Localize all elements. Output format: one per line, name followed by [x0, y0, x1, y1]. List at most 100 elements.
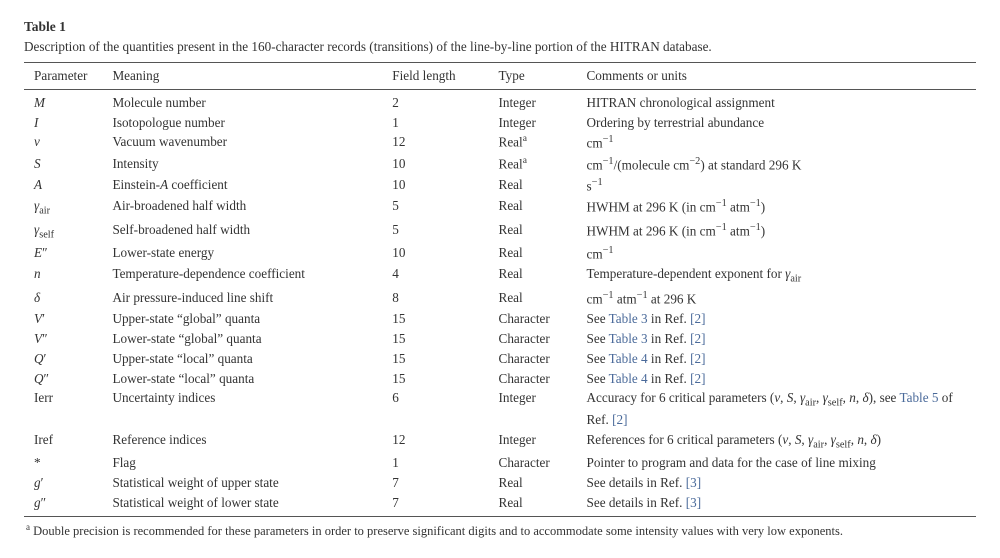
cell-meaning: Statistical weight of lower state — [112, 493, 392, 516]
cell-type: Real — [499, 220, 587, 244]
cell-type: Real — [499, 473, 587, 493]
table-row: IIsotopologue number1IntegerOrdering by … — [24, 113, 976, 133]
cell-comment: See Table 4 in Ref. [2] — [587, 349, 977, 369]
cell-type: Real — [499, 175, 587, 196]
table-row: δAir pressure-induced line shift8Realcm−… — [24, 288, 976, 309]
cell-meaning: Lower-state “local” quanta — [112, 369, 392, 389]
table-row: nTemperature-dependence coefficient4Real… — [24, 264, 976, 288]
cell-comment: HWHM at 296 K (in cm−1 atm−1) — [587, 220, 977, 244]
cell-field-length: 15 — [392, 369, 498, 389]
cell-type: Real — [499, 288, 587, 309]
cell-meaning: Temperature-dependence coefficient — [112, 264, 392, 288]
cell-parameter: Iref — [24, 430, 112, 454]
table-footnote: a Double precision is recommended for th… — [24, 517, 976, 540]
cell-comment: Ordering by terrestrial abundance — [587, 113, 977, 133]
cell-comment: Pointer to program and data for the case… — [587, 453, 977, 473]
cell-comment: Temperature-dependent exponent for γair — [587, 264, 977, 288]
cell-type: Integer — [499, 388, 587, 429]
cell-type: Real — [499, 243, 587, 264]
cell-type: Integer — [499, 113, 587, 133]
cell-field-length: 1 — [392, 453, 498, 473]
cell-parameter: g′ — [24, 473, 112, 493]
cell-parameter: Q″ — [24, 369, 112, 389]
cell-field-length: 15 — [392, 349, 498, 369]
cell-field-length: 12 — [392, 430, 498, 454]
cell-comment: HITRAN chronological assignment — [587, 89, 977, 112]
cell-field-length: 10 — [392, 243, 498, 264]
table-row: IrefReference indices12IntegerReferences… — [24, 430, 976, 454]
cell-type: Real — [499, 493, 587, 516]
cell-field-length: 5 — [392, 196, 498, 220]
cell-type: Character — [499, 329, 587, 349]
cell-parameter: Ierr — [24, 388, 112, 429]
cell-meaning: Reference indices — [112, 430, 392, 454]
cell-meaning: Statistical weight of upper state — [112, 473, 392, 493]
cell-type: Real — [499, 264, 587, 288]
cell-parameter: Q′ — [24, 349, 112, 369]
table-row: V″Lower-state “global” quanta15Character… — [24, 329, 976, 349]
table-label: Table 1 — [24, 18, 976, 36]
table-row: νVacuum wavenumber12Realacm−1 — [24, 132, 976, 153]
cell-meaning: Air pressure-induced line shift — [112, 288, 392, 309]
cell-type: Integer — [499, 89, 587, 112]
cell-parameter: V′ — [24, 309, 112, 329]
cell-parameter: I — [24, 113, 112, 133]
table-row: MMolecule number2IntegerHITRAN chronolog… — [24, 89, 976, 112]
table-row: *Flag1CharacterPointer to program and da… — [24, 453, 976, 473]
cell-comment: References for 6 critical parameters (ν,… — [587, 430, 977, 454]
cell-parameter: n — [24, 264, 112, 288]
cell-meaning: Lower-state energy — [112, 243, 392, 264]
table-caption: Description of the quantities present in… — [24, 38, 976, 56]
col-header-comments: Comments or units — [587, 63, 977, 90]
cell-meaning: Lower-state “global” quanta — [112, 329, 392, 349]
col-header-field-length: Field length — [392, 63, 498, 90]
table-row: γselfSelf-broadened half width5RealHWHM … — [24, 220, 976, 244]
col-header-type: Type — [499, 63, 587, 90]
cell-type: Integer — [499, 430, 587, 454]
cell-field-length: 10 — [392, 175, 498, 196]
cell-parameter: γair — [24, 196, 112, 220]
table-row: SIntensity10Realacm−1/(molecule cm−2) at… — [24, 154, 976, 175]
cell-type: Character — [499, 349, 587, 369]
cell-meaning: Vacuum wavenumber — [112, 132, 392, 153]
cell-field-length: 15 — [392, 329, 498, 349]
table-body: MMolecule number2IntegerHITRAN chronolog… — [24, 89, 976, 516]
cell-comment: HWHM at 296 K (in cm−1 atm−1) — [587, 196, 977, 220]
table-row: V′Upper-state “global” quanta15Character… — [24, 309, 976, 329]
cell-comment: See Table 3 in Ref. [2] — [587, 329, 977, 349]
cell-comment: See Table 4 in Ref. [2] — [587, 369, 977, 389]
cell-type: Character — [499, 309, 587, 329]
cell-parameter: S — [24, 154, 112, 175]
table-row: g″Statistical weight of lower state7Real… — [24, 493, 976, 516]
cell-parameter: E″ — [24, 243, 112, 264]
cell-field-length: 7 — [392, 473, 498, 493]
cell-comment: See Table 3 in Ref. [2] — [587, 309, 977, 329]
cell-parameter: ν — [24, 132, 112, 153]
table-row: AEinstein-A coefficient10Reals−1 — [24, 175, 976, 196]
cell-meaning: Molecule number — [112, 89, 392, 112]
cell-type: Character — [499, 453, 587, 473]
cell-field-length: 1 — [392, 113, 498, 133]
cell-parameter: δ — [24, 288, 112, 309]
cell-field-length: 8 — [392, 288, 498, 309]
cell-comment: See details in Ref. [3] — [587, 493, 977, 516]
cell-meaning: Einstein-A coefficient — [112, 175, 392, 196]
hitran-table: Parameter Meaning Field length Type Comm… — [24, 62, 976, 517]
cell-meaning: Self-broadened half width — [112, 220, 392, 244]
table-row: IerrUncertainty indices6IntegerAccuracy … — [24, 388, 976, 429]
cell-type: Character — [499, 369, 587, 389]
cell-meaning: Flag — [112, 453, 392, 473]
table-row: γairAir-broadened half width5RealHWHM at… — [24, 196, 976, 220]
cell-parameter: M — [24, 89, 112, 112]
cell-field-length: 4 — [392, 264, 498, 288]
cell-field-length: 15 — [392, 309, 498, 329]
cell-meaning: Upper-state “local” quanta — [112, 349, 392, 369]
cell-comment: Accuracy for 6 critical parameters (ν, S… — [587, 388, 977, 429]
cell-meaning: Upper-state “global” quanta — [112, 309, 392, 329]
table-row: E″Lower-state energy10Realcm−1 — [24, 243, 976, 264]
cell-parameter: γself — [24, 220, 112, 244]
cell-type: Reala — [499, 132, 587, 153]
cell-field-length: 10 — [392, 154, 498, 175]
cell-meaning: Air-broadened half width — [112, 196, 392, 220]
cell-type: Real — [499, 196, 587, 220]
